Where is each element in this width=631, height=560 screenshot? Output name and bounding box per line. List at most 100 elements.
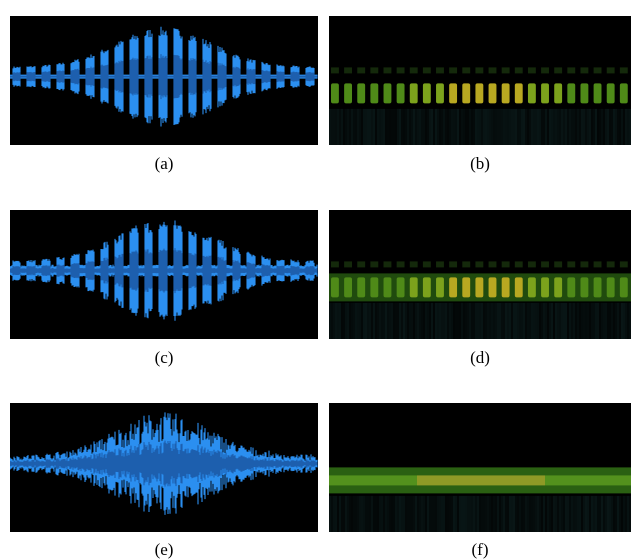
spec-block	[413, 475, 417, 486]
spec-streak	[497, 495, 499, 532]
spec-streak	[577, 108, 579, 145]
spec-streak	[381, 108, 383, 145]
spec-harmonic	[449, 67, 458, 74]
spec-harmonic	[554, 261, 563, 268]
spec-streak	[613, 495, 615, 532]
spec-harmonic	[436, 67, 444, 74]
spec-streak	[615, 302, 617, 339]
spec-streak	[583, 108, 585, 145]
spec-block	[357, 277, 366, 298]
spec-streak	[507, 302, 509, 339]
spec-harmonic	[436, 261, 444, 268]
spec-block	[517, 475, 521, 486]
spec-block	[617, 475, 621, 486]
spec-harmonic	[462, 261, 471, 268]
spec-streak	[471, 108, 473, 145]
spec-streak	[585, 302, 587, 339]
spec-streak	[517, 302, 519, 339]
spec-streak	[453, 302, 455, 339]
spec-streak	[499, 495, 501, 532]
spec-streak	[505, 495, 507, 532]
spec-streak	[545, 495, 547, 532]
caption: (d)	[470, 348, 490, 367]
spec-streak	[419, 108, 421, 145]
spec-streak	[529, 495, 531, 532]
spec-streak	[465, 108, 467, 145]
spec-block	[485, 475, 489, 486]
spec-streak	[621, 108, 623, 145]
spec-streak	[421, 495, 423, 532]
spec-streak	[531, 302, 533, 339]
spec-streak	[469, 495, 471, 532]
spec-streak	[461, 495, 463, 532]
spec-streak	[489, 108, 491, 145]
spec-streak	[419, 495, 421, 532]
spec-streak	[629, 302, 631, 339]
spec-harmonic	[580, 261, 589, 268]
spec-streak	[433, 108, 435, 145]
spec-streak	[351, 302, 353, 339]
spec-streak	[357, 302, 359, 339]
spec-streak	[383, 495, 385, 532]
spec-streak	[355, 108, 357, 145]
spec-block	[417, 475, 421, 486]
spec-streak	[337, 495, 339, 532]
spec-streak	[607, 302, 609, 339]
spec-streak	[585, 108, 587, 145]
spec-streak	[593, 108, 595, 145]
spec-streak	[537, 108, 539, 145]
spec-block	[465, 475, 469, 486]
spec-streak	[347, 495, 349, 532]
waveform-inner	[10, 440, 318, 487]
spec-block	[377, 475, 381, 486]
spec-streak	[475, 108, 477, 145]
spec-streak	[601, 108, 603, 145]
spec-streak	[501, 495, 503, 532]
spec-streak	[465, 495, 467, 532]
spec-streak	[481, 302, 483, 339]
spec-block	[501, 83, 510, 104]
spectrogram	[329, 16, 631, 145]
spec-streak	[603, 108, 605, 145]
spec-streak	[483, 302, 485, 339]
caption: (a)	[154, 154, 174, 173]
spec-block	[493, 475, 497, 486]
spec-streak	[329, 302, 331, 339]
spec-streak	[531, 108, 533, 145]
spec-streak	[445, 302, 447, 339]
spec-streak	[361, 495, 363, 532]
spec-streak	[539, 302, 541, 339]
spec-block	[521, 475, 525, 486]
spec-block	[541, 83, 549, 104]
spec-streak	[501, 302, 503, 339]
spec-streak	[503, 302, 505, 339]
spec-streak	[625, 108, 627, 145]
spec-streak	[553, 108, 555, 145]
spec-block	[554, 277, 563, 298]
spec-block	[565, 475, 569, 486]
spec-block	[373, 475, 377, 486]
spec-block	[389, 475, 393, 486]
spec-streak	[483, 108, 485, 145]
spec-streak	[609, 495, 611, 532]
spec-streak	[413, 495, 415, 532]
spec-streak	[569, 302, 571, 339]
spec-streak	[371, 302, 373, 339]
spec-streak	[365, 495, 367, 532]
spec-streak	[395, 302, 397, 339]
spec-streak	[519, 302, 521, 339]
spec-streak	[451, 495, 453, 532]
spec-streak	[535, 495, 537, 532]
spec-block	[422, 83, 431, 104]
spec-streak	[477, 495, 479, 532]
spec-block	[541, 277, 549, 298]
spec-streak	[581, 302, 583, 339]
spec-streak	[611, 302, 613, 339]
spec-streak	[345, 302, 347, 339]
spec-streak	[461, 108, 463, 145]
spec-harmonic	[370, 261, 379, 268]
spec-streak	[597, 302, 599, 339]
spec-streak	[507, 495, 509, 532]
spec-streak	[509, 495, 511, 532]
spec-streak	[491, 108, 493, 145]
